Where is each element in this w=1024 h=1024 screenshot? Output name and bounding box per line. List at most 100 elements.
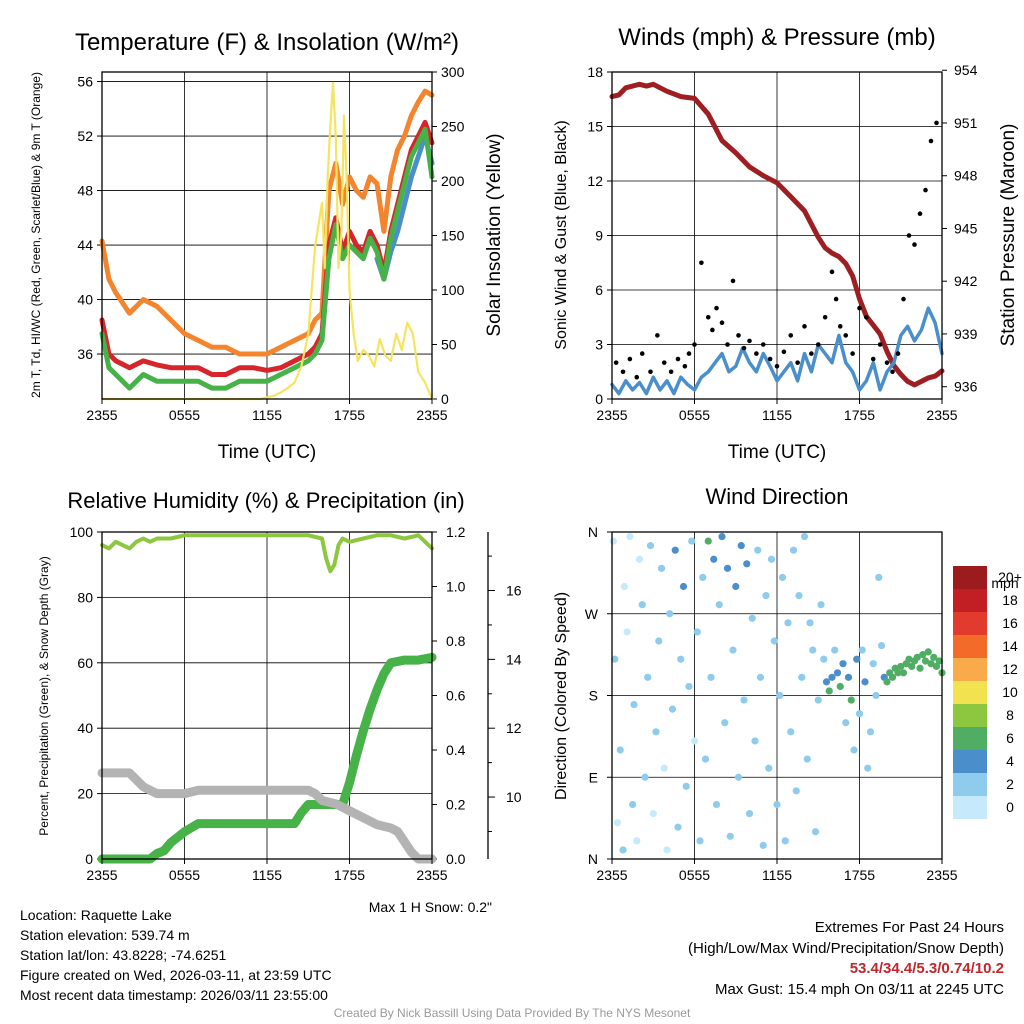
gust-point (884, 360, 890, 365)
temperature-ytick-label: 36 (77, 346, 93, 362)
direction-point (875, 573, 883, 582)
credit-text: Created By Nick Bassill Using Data Provi… (333, 1006, 691, 1020)
direction-point (858, 646, 866, 654)
direction-ytick-label: S (589, 688, 598, 704)
colorbar-swatch (953, 681, 987, 704)
gust-point (627, 356, 633, 362)
colorbar-swatch (953, 704, 987, 727)
direction-point (721, 719, 729, 727)
direction-point (814, 696, 822, 704)
winds-ytick-label: 0 (595, 391, 603, 407)
direction-point (635, 555, 644, 563)
gust-point (730, 278, 736, 284)
direction-point (688, 537, 696, 545)
direction-point (850, 746, 858, 754)
direction-point (646, 542, 655, 550)
temperature-ylabel-right: Solar Insolation (Yellow) (484, 133, 505, 336)
gust-point (837, 324, 843, 329)
series-snow (97, 768, 437, 864)
temperature-xtick-label: 1155 (252, 407, 282, 423)
pressure-ytick-label: 945 (954, 220, 978, 236)
winds-xtick-label: 1155 (762, 407, 792, 423)
pressure-ytick-label: 951 (954, 115, 978, 131)
direction-point (682, 782, 690, 790)
colorbar-label: 2 (1006, 776, 1014, 792)
direction-point (707, 673, 715, 681)
colorbar-swatch (953, 727, 987, 750)
direction-point (701, 755, 710, 763)
gust-point (890, 369, 895, 375)
humidity-ytick-label: 20 (77, 786, 93, 802)
winds-ytick-label: 6 (595, 282, 603, 298)
direction-point (638, 601, 646, 609)
gust-point (736, 333, 741, 338)
direction-point (935, 657, 943, 665)
direction-point (660, 764, 668, 772)
snow-ytick-label: 16 (506, 583, 522, 599)
pressure-ytick-label: 936 (954, 379, 978, 395)
colorbar-swatch (953, 589, 987, 612)
direction-point (932, 662, 941, 671)
direction-point (844, 673, 853, 681)
direction-point (732, 582, 740, 591)
direction-xtick-label: 2355 (926, 867, 957, 883)
direction-point (674, 823, 682, 831)
direction-point (715, 601, 723, 609)
direction-point (767, 555, 776, 563)
direction-point (723, 564, 732, 572)
insolation-ytick-label: 300 (441, 64, 465, 80)
gust-point (648, 369, 653, 375)
direction-point (657, 564, 666, 572)
direction-point (798, 673, 806, 681)
temperature-xtick-label: 2355 (86, 407, 117, 423)
direction-point (641, 773, 649, 781)
gust-point (774, 364, 780, 369)
direction-point (751, 737, 759, 745)
gust-point (714, 305, 719, 311)
location-text: Location: Raquette Lake (20, 907, 172, 923)
colorbar-label: 20+ (998, 569, 1022, 585)
colorbar-swatch (953, 612, 987, 635)
elevation-text: Station elevation: 539.74 m (20, 927, 190, 943)
direction-point (754, 546, 762, 554)
direction-point (623, 628, 631, 636)
temperature-xtick-label: 2355 (416, 407, 447, 423)
colorbar-label: 18 (1002, 592, 1018, 608)
gust-point (857, 305, 862, 311)
direction-point (644, 673, 652, 681)
max-snow-note: Max 1 H Snow: 0.2" (369, 899, 492, 915)
colorbar-swatch (953, 750, 987, 773)
temperature-ytick-label: 52 (77, 128, 93, 144)
direction-point (734, 773, 743, 781)
gust-point (634, 374, 640, 380)
gust-point (741, 345, 747, 351)
direction-xtick-label: 1155 (762, 867, 792, 883)
direction-point (740, 696, 748, 704)
precip-ytick-label: 0.0 (446, 851, 466, 867)
insolation-ytick-label: 0 (441, 391, 449, 407)
direction-point (784, 619, 792, 627)
gust-point (620, 369, 626, 375)
direction-point (699, 573, 707, 582)
direction-xtick-label: 1755 (844, 867, 875, 883)
temperature-xtick-label: 1755 (334, 407, 365, 423)
direction-point (710, 555, 718, 563)
gust-point (870, 356, 876, 362)
gust-point (655, 333, 660, 338)
gust-point (809, 351, 814, 356)
gust-point (788, 333, 794, 338)
winds-xtick-label: 2355 (596, 407, 627, 423)
gust-point (725, 342, 730, 347)
temperature-title: Temperature (F) & Insolation (W/m²) (75, 29, 459, 56)
colorbar-swatch (953, 796, 987, 819)
winds-ylabel-right: Station Pressure (Maroon) (998, 124, 1019, 347)
humidity-ytick-label: 100 (70, 524, 94, 540)
direction-point (781, 837, 789, 845)
colorbar-label: 10 (1002, 684, 1018, 700)
gust-point (719, 320, 725, 326)
direction-point (630, 700, 638, 709)
max-gust-text: Max Gust: 15.4 mph On 03/11 at 2245 UTC (714, 980, 1004, 998)
direction-point (869, 660, 877, 668)
direction-point (677, 655, 685, 663)
